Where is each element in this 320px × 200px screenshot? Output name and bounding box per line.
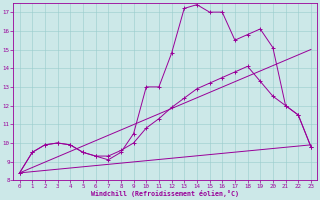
X-axis label: Windchill (Refroidissement éolien,°C): Windchill (Refroidissement éolien,°C) [91,190,239,197]
